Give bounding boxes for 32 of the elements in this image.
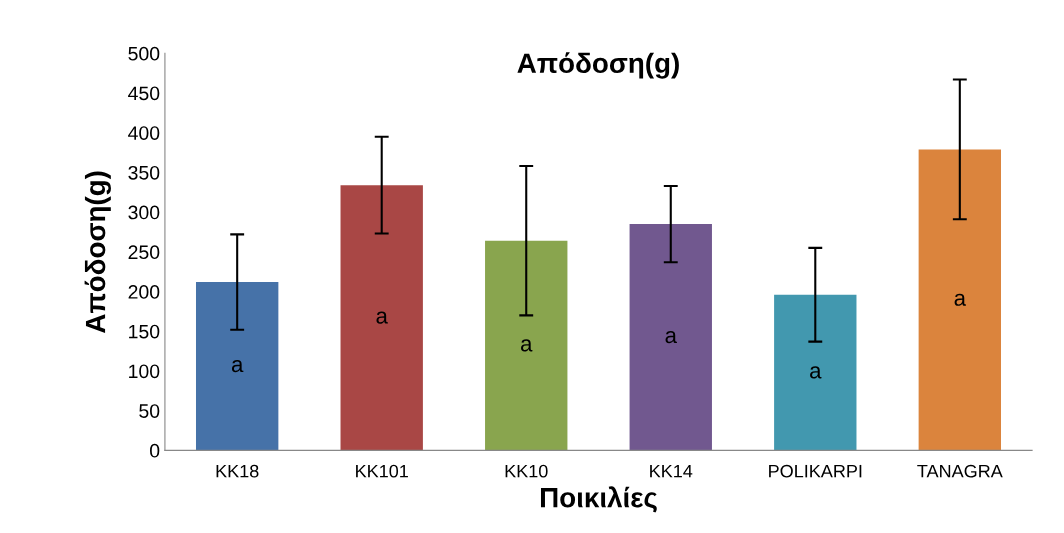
annotation: a	[231, 359, 244, 373]
annotation: a	[665, 331, 677, 344]
y-tick-label: 450	[128, 86, 160, 101]
y-tick-label: 200	[128, 285, 160, 299]
chart-title: Απόδοση(g)	[517, 52, 679, 79]
bar	[629, 224, 712, 451]
y-tick-label: 100	[129, 364, 160, 379]
y-axis-title: Απόδοση(g)	[84, 171, 111, 333]
x-axis-title: Ποικιλίες	[540, 486, 657, 513]
annotation: a	[954, 293, 966, 306]
bar	[340, 185, 423, 451]
annotation: a	[810, 366, 822, 379]
y-tick-label: 250	[128, 245, 160, 260]
annotation: a	[376, 311, 388, 324]
bar	[485, 240, 568, 451]
y-tick-label: 350	[128, 165, 160, 180]
x-tick-label: KK101	[356, 464, 408, 478]
x-tick-label: TANAGRA	[917, 464, 1003, 478]
y-tick-label: 300	[128, 205, 160, 220]
y-tick-label: 0	[150, 443, 160, 458]
y-tick-label: 150	[129, 324, 160, 339]
x-tick-label: POLIKARPI	[769, 464, 862, 478]
bar	[774, 294, 857, 451]
annotation: a	[521, 339, 533, 352]
x-tick-label: KK14	[650, 464, 693, 478]
bar	[195, 282, 279, 451]
bar	[918, 149, 1002, 451]
x-tick-label: KK18	[216, 464, 259, 478]
x-tick-label: KK10	[505, 464, 548, 478]
y-tick-label: 50	[139, 404, 160, 418]
y-tick-label: 400	[128, 126, 160, 140]
y-tick-label: 500	[128, 46, 160, 61]
